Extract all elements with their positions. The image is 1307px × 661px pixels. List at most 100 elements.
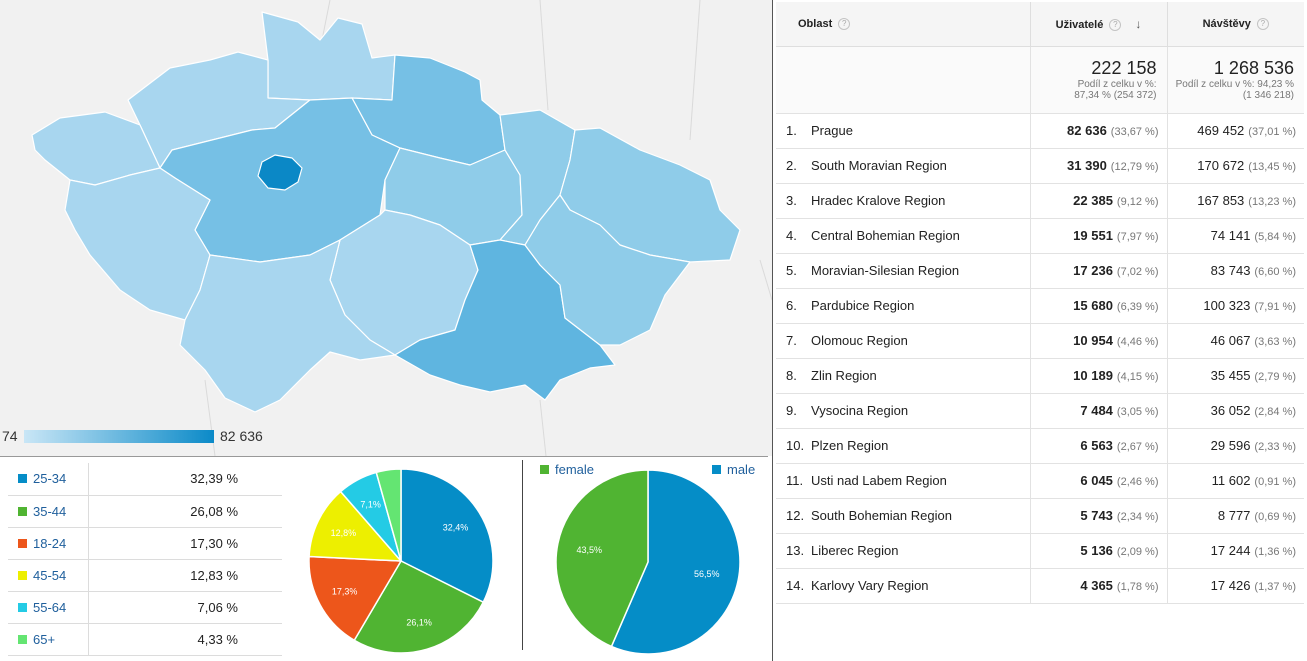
pie-slice-label: 32,4%	[443, 522, 469, 532]
legend-female[interactable]: female	[540, 462, 594, 477]
age-label[interactable]: 18-24	[33, 535, 67, 551]
region-name-link[interactable]: Hradec Kralove Region	[811, 193, 946, 208]
age-label-cell[interactable]: 18-24	[8, 527, 89, 560]
age-label[interactable]: 55-64	[33, 599, 67, 615]
age-value: 26,08 %	[88, 495, 282, 528]
pie-slice-25-34[interactable]	[400, 468, 494, 604]
age-color-swatch	[18, 634, 27, 644]
users-value: 82 636	[1067, 123, 1107, 138]
region-name-link[interactable]: Moravian-Silesian Region	[811, 263, 960, 278]
column-header-users-label: Uživatelé	[1055, 18, 1104, 31]
users-value: 5 743	[1080, 508, 1113, 523]
users-percent: (6,39 %)	[1116, 301, 1159, 313]
pie-slice-label: 7,1%	[360, 500, 381, 510]
pie-slice-18-24[interactable]	[308, 555, 403, 642]
visits-percent: (6,60 %)	[1254, 266, 1296, 278]
region-name-link[interactable]: Karlovy Vary Region	[811, 578, 929, 593]
totals-empty-cell	[776, 46, 1030, 114]
male-swatch	[712, 465, 721, 474]
region-name-link[interactable]: Zlin Region	[811, 368, 877, 383]
pie-slice-label: 12,8%	[331, 528, 357, 538]
sort-descending-icon[interactable]: ↓	[1135, 16, 1142, 31]
column-header-oblast-label: Oblast	[798, 17, 833, 30]
region-name-link[interactable]: Prague	[811, 123, 853, 138]
age-label-cell[interactable]: 25-34	[8, 463, 89, 496]
visits-total: 1 268 536	[1213, 58, 1294, 78]
region-name-link[interactable]: Olomouc Region	[811, 333, 908, 348]
row-index: 2.	[786, 158, 797, 173]
region-name-link[interactable]: Usti nad Labem Region	[811, 473, 947, 488]
visits-value: 17 426	[1210, 578, 1251, 593]
legend-color-scale	[24, 430, 214, 443]
pie-slice-35-44[interactable]	[353, 560, 485, 654]
users-cell: 31 390 (12,79 %)	[1029, 148, 1167, 184]
region-name-link[interactable]: Pardubice Region	[811, 298, 915, 313]
age-label[interactable]: 25-34	[33, 471, 67, 487]
legend-male[interactable]: male	[712, 462, 755, 477]
region-name-link[interactable]: South Moravian Region	[811, 158, 947, 173]
users-percent: (9,12 %)	[1116, 196, 1159, 208]
column-header-users[interactable]: Uživatelé? ↓	[1029, 2, 1167, 47]
help-icon[interactable]: ?	[1256, 17, 1269, 30]
age-value: 4,33 %	[88, 623, 282, 656]
region-map: 74 82 636	[0, 0, 772, 456]
pie-slice-45-54[interactable]	[308, 490, 403, 562]
column-header-oblast[interactable]: Oblast?	[776, 2, 1030, 47]
map-region-zlin[interactable]	[524, 194, 691, 346]
region-cell: 9. Vysocina Region	[776, 393, 1030, 429]
table-row: 3. Hradec Kralove Region 22 385 (9,12 %) 167…	[776, 183, 1304, 219]
legend-male-label: male	[727, 462, 756, 477]
column-header-visits[interactable]: Návštěvy?	[1166, 2, 1304, 47]
region-name-link[interactable]: South Bohemian Region	[811, 508, 952, 523]
users-value: 22 385	[1073, 193, 1113, 208]
users-cell: 7 484 (3,05 %)	[1029, 393, 1167, 429]
pie-divider	[522, 460, 523, 650]
age-label-cell[interactable]: 45-54	[8, 559, 89, 592]
age-row: 45-54 12,83 %	[8, 559, 282, 592]
visits-cell: 74 141 (5,84 %)	[1166, 218, 1304, 254]
help-icon[interactable]: ?	[838, 17, 851, 30]
users-value: 5 136	[1080, 543, 1113, 558]
region-cell: 6. Pardubice Region	[776, 288, 1030, 324]
region-name-link[interactable]: Central Bohemian Region	[811, 228, 960, 243]
users-share-line-2: 87,34 % (254 372)	[1074, 90, 1157, 101]
age-label[interactable]: 45-54	[33, 567, 67, 583]
row-index: 5.	[786, 263, 797, 278]
visits-cell: 36 052 (2,84 %)	[1166, 393, 1304, 429]
age-label-cell[interactable]: 65+	[8, 623, 89, 656]
row-index: 1.	[786, 123, 797, 138]
age-label-cell[interactable]: 35-44	[8, 495, 89, 528]
pie-slice-65-[interactable]	[375, 468, 402, 562]
map-region-liberec[interactable]	[261, 11, 396, 101]
pie-slice-male[interactable]	[610, 469, 741, 655]
age-color-swatch	[18, 570, 27, 580]
region-cell: 11. Usti nad Labem Region	[776, 463, 1030, 499]
age-label[interactable]: 35-44	[33, 503, 67, 519]
users-value: 6 563	[1080, 438, 1113, 453]
pie-slice-female[interactable]	[555, 469, 649, 648]
table-row: 7. Olomouc Region 10 954 (4,46 %) 46 067 (3,6…	[776, 323, 1304, 359]
visits-value: 74 141	[1210, 228, 1251, 243]
row-index: 13.	[786, 543, 805, 558]
age-label[interactable]: 65+	[33, 631, 56, 647]
table-row: 5. Moravian-Silesian Region 17 236 (7,02 %)…	[776, 253, 1304, 289]
region-name-link[interactable]: Vysocina Region	[811, 403, 909, 418]
age-row: 18-24 17,30 %	[8, 527, 282, 560]
visits-percent: (1,37 %)	[1254, 581, 1296, 593]
age-value: 32,39 %	[88, 463, 282, 496]
row-index: 7.	[786, 333, 797, 348]
visits-value: 46 067	[1210, 333, 1251, 348]
region-name-link[interactable]: Liberec Region	[811, 543, 899, 558]
row-index: 6.	[786, 298, 797, 313]
help-icon[interactable]: ?	[1109, 18, 1122, 31]
row-index: 8.	[786, 368, 797, 383]
row-index: 11.	[786, 473, 804, 488]
users-cell: 22 385 (9,12 %)	[1029, 183, 1167, 219]
map-region-plzen[interactable]	[64, 167, 211, 321]
age-label-cell[interactable]: 55-64	[8, 591, 89, 624]
visits-percent: (1,36 %)	[1254, 546, 1296, 558]
region-name-link[interactable]: Plzen Region	[811, 438, 889, 453]
users-value: 6 045	[1080, 473, 1113, 488]
users-value: 19 551	[1073, 228, 1113, 243]
map-region-prague[interactable]	[257, 154, 303, 191]
